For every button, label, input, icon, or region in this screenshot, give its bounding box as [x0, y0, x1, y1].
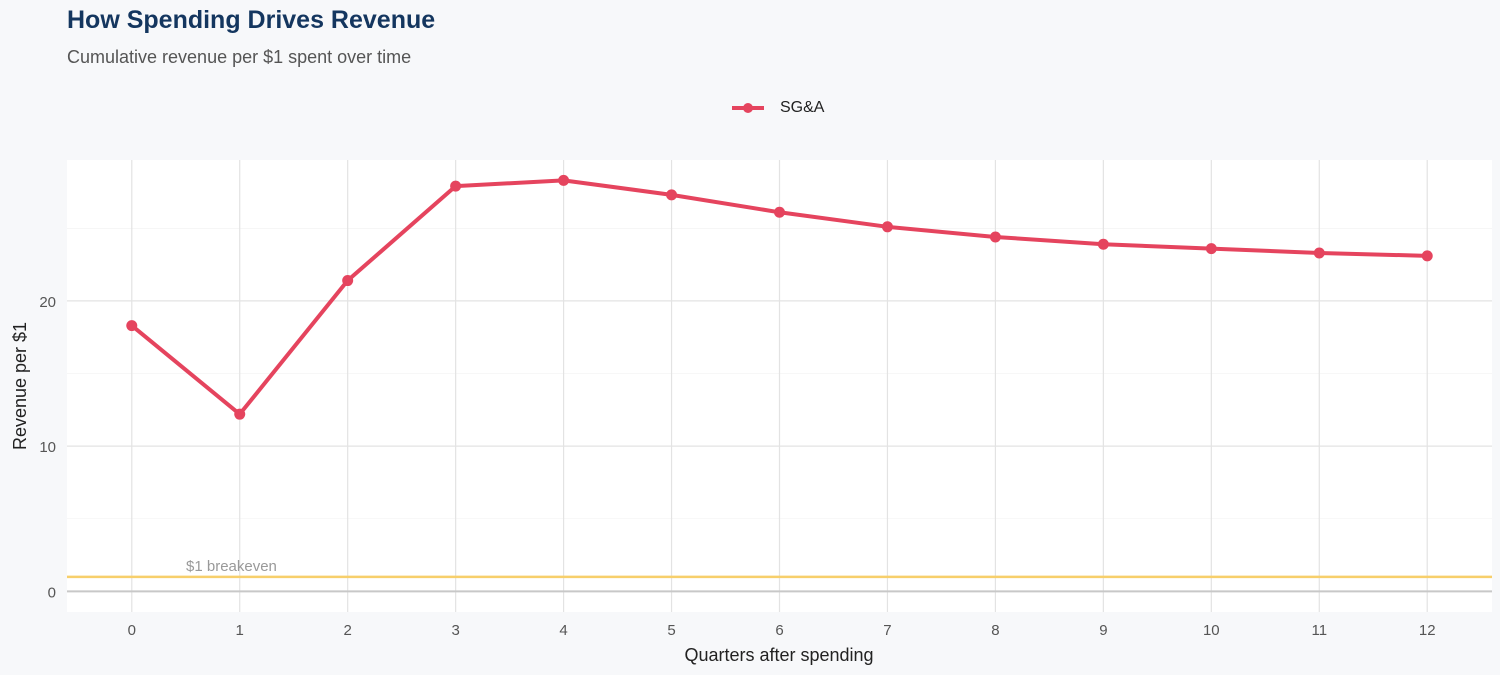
x-tick-label: 8: [991, 622, 999, 639]
data-point: [234, 408, 246, 420]
x-tick-label: 7: [883, 622, 891, 639]
data-point: [342, 275, 354, 287]
x-tick-label: 5: [667, 622, 675, 639]
legend-label: SG&A: [780, 99, 825, 116]
breakeven-label: $1 breakeven: [186, 558, 277, 575]
x-tick-label: 12: [1419, 622, 1436, 639]
data-point: [881, 221, 893, 233]
y-tick-label: 20: [39, 294, 56, 311]
x-tick-label: 4: [559, 622, 567, 639]
data-point: [989, 231, 1001, 243]
chart-title: How Spending Drives Revenue: [67, 6, 436, 34]
data-point: [126, 320, 138, 332]
x-tick-label: 0: [128, 622, 136, 639]
y-axis-label: Revenue per $1: [10, 322, 30, 450]
data-point: [450, 180, 462, 192]
data-point: [1313, 247, 1325, 259]
data-point: [774, 206, 785, 218]
x-tick-label: 11: [1311, 622, 1327, 639]
x-tick-label: 2: [344, 622, 352, 639]
data-point: [1097, 238, 1109, 250]
data-point: [558, 174, 570, 186]
x-tick-label: 9: [1099, 622, 1107, 639]
x-tick-label: 10: [1203, 622, 1220, 639]
x-axis-label: Quarters after spending: [684, 645, 873, 665]
y-tick-label: 10: [39, 439, 56, 456]
x-tick-label: 6: [775, 622, 783, 639]
data-point: [1205, 243, 1217, 255]
data-point: [1421, 250, 1433, 262]
y-tick-label: 0: [48, 584, 56, 601]
data-point: [666, 189, 678, 201]
legend-line-point-icon: [732, 103, 764, 113]
x-tick-label: 3: [451, 622, 459, 639]
legend: SG&A: [730, 99, 824, 117]
chart-subtitle: Cumulative revenue per $1 spent over tim…: [67, 47, 412, 67]
x-tick-label: 1: [236, 622, 244, 639]
